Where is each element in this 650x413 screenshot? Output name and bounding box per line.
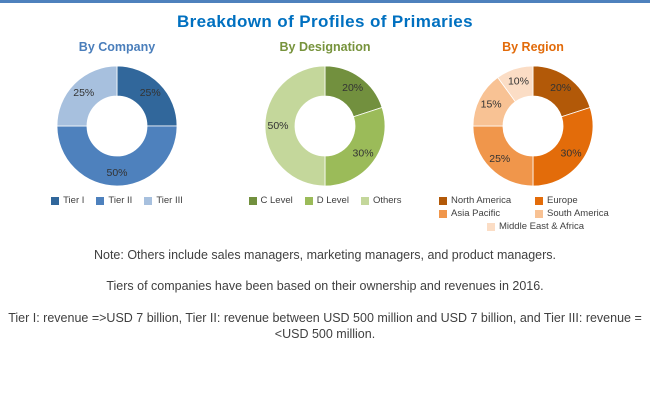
- legend-by-region: North America Europe Asia Pacific South Ame…: [433, 194, 633, 233]
- legend-item-south-america: South America: [535, 208, 627, 219]
- legend-swatch-c-level: [248, 196, 257, 205]
- legend-label-tier-i: Tier I: [63, 195, 85, 206]
- slice-label-tier-ii: 50%: [106, 167, 127, 179]
- note-others-definition: Note: Others include sales managers, mar…: [93, 248, 557, 262]
- legend-swatch-europe: [535, 196, 543, 205]
- legend-swatch-tier-iii: [144, 196, 153, 205]
- legend-swatch-middle-east-africa: [487, 222, 495, 231]
- legend-swatch-d-level: [304, 196, 313, 205]
- legend-label-south-america: South America: [547, 208, 609, 219]
- legend-label-tier-iii: Tier III: [156, 195, 183, 206]
- slice-label-middle-east-africa: 10%: [508, 75, 529, 87]
- slice-label-tier-i: 25%: [140, 87, 161, 99]
- slice-middle-east-africa: [497, 65, 534, 103]
- slice-tier-iii: [56, 65, 118, 127]
- legend-item-c-level: C Level: [248, 195, 293, 206]
- donut-chart-by-company: 25% 50% 25%: [56, 65, 178, 187]
- legend-item-tier-ii: Tier II: [96, 195, 132, 206]
- donut-chart-by-region: 20% 30% 25% 15% 10%: [472, 65, 594, 187]
- slice-label-europe: 30%: [561, 148, 582, 160]
- notes-section: Note: Others include sales managers, mar…: [0, 247, 650, 342]
- legend-item-europe: Europe: [535, 195, 627, 206]
- legend-item-tier-i: Tier I: [51, 195, 84, 206]
- slice-others: [264, 65, 326, 187]
- slice-d-level: [324, 106, 386, 187]
- chart-block-by-company: By Company 25% 50% 25% Tier I Tier II Tier III: [14, 38, 220, 207]
- legend-label-others: Others: [372, 195, 402, 206]
- donut-chart-by-designation: 20% 30% 50%: [264, 65, 386, 187]
- legend-label-middle-east-africa: Middle East & Africa: [499, 221, 585, 232]
- legend-by-company: Tier I Tier II Tier III: [17, 194, 217, 207]
- legend-swatch-north-america: [439, 196, 447, 205]
- legend-swatch-tier-i: [51, 196, 60, 205]
- legend-swatch-asia-pacific: [439, 209, 447, 218]
- slice-label-c-level: 20%: [342, 82, 363, 94]
- note-tiers-basis: Tiers of companies have been based on th…: [106, 279, 544, 294]
- legend-item-asia-pacific: Asia Pacific: [439, 208, 531, 219]
- slice-label-asia-pacific: 25%: [489, 153, 510, 165]
- legend-item-d-level: D Level: [304, 195, 349, 206]
- legend-item-others: Others: [360, 195, 402, 206]
- legend-swatch-tier-ii: [96, 196, 105, 205]
- chart-heading-by-company: By Company: [78, 40, 156, 54]
- chart-heading-by-region: By Region: [502, 40, 564, 54]
- legend-label-d-level: D Level: [316, 195, 349, 206]
- charts-row: By Company 25% 50% 25% Tier I Tier II Tier III…: [0, 34, 650, 233]
- legend-by-designation: C Level D Level Others: [225, 194, 425, 207]
- chart-block-by-designation: By Designation 20% 30% 50% C Level D Level Oth…: [222, 38, 428, 207]
- legend-swatch-others: [360, 196, 369, 205]
- slice-europe: [532, 106, 594, 187]
- legend-swatch-south-america: [535, 209, 543, 218]
- legend-label-europe: Europe: [547, 195, 578, 206]
- chart-heading-by-designation: By Designation: [279, 40, 371, 54]
- figure-title: Breakdown of Profiles of Primaries: [176, 12, 474, 31]
- slice-label-tier-iii: 25%: [73, 87, 94, 99]
- slice-tier-ii: [56, 125, 178, 187]
- note-tier-definitions: Tier I: revenue =>USD 7 billion, Tier II…: [8, 310, 642, 341]
- legend-label-north-america: North America: [451, 195, 512, 206]
- legend-label-c-level: C Level: [260, 195, 293, 206]
- chart-block-by-region: By Region 20% 30% 25% 15% 10% North America Eur…: [430, 38, 636, 233]
- legend-item-north-america: North America: [439, 195, 531, 206]
- slice-label-south-america: 15%: [481, 99, 502, 111]
- slice-label-north-america: 20%: [550, 82, 571, 94]
- legend-label-asia-pacific: Asia Pacific: [451, 208, 501, 219]
- slice-label-others: 50%: [267, 120, 288, 132]
- legend-item-middle-east-africa: Middle East & Africa: [487, 221, 584, 232]
- legend-item-tier-iii: Tier III: [144, 195, 183, 206]
- legend-label-tier-ii: Tier II: [108, 195, 133, 206]
- slice-label-d-level: 30%: [353, 148, 374, 160]
